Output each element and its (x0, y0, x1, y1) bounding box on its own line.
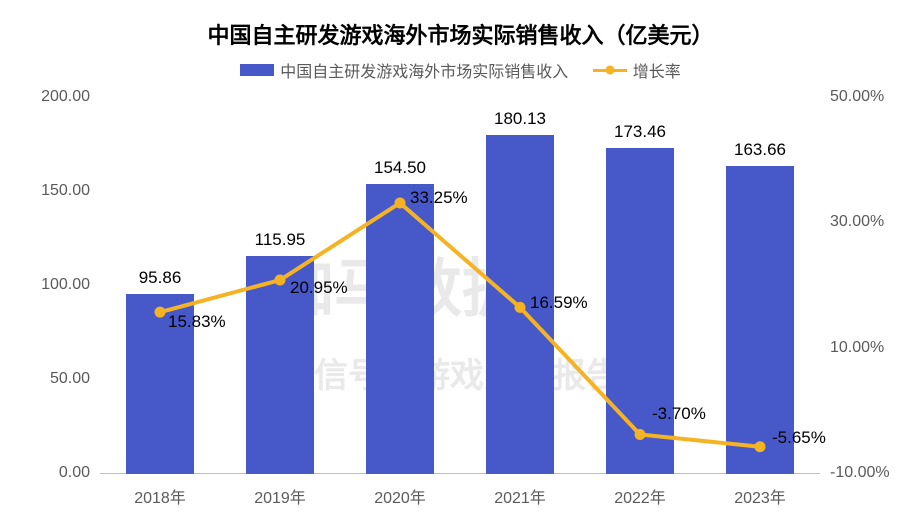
x-category-label: 2018年 (134, 484, 186, 508)
growth-marker (635, 429, 646, 440)
x-category-label: 2022年 (614, 484, 666, 508)
chart-legend: 中国自主研发游戏海外市场实际销售收入 增长率 (0, 58, 921, 82)
y-left-tick: 200.00 (41, 88, 90, 106)
x-category-label: 2019年 (254, 484, 306, 508)
growth-marker (515, 302, 526, 313)
legend-item-bar: 中国自主研发游戏海外市场实际销售收入 (240, 58, 568, 82)
growth-line-layer (100, 98, 820, 474)
x-category-label: 2020年 (374, 484, 426, 508)
growth-marker (275, 275, 286, 286)
legend-line-swatch (593, 64, 627, 76)
legend-bar-label: 中国自主研发游戏海外市场实际销售收入 (280, 58, 568, 82)
x-category-label: 2021年 (494, 484, 546, 508)
y-left-tick: 150.00 (41, 182, 90, 200)
revenue-chart: 中国自主研发游戏海外市场实际销售收入（亿美元） 中国自主研发游戏海外市场实际销售… (0, 0, 921, 531)
line-value-label: 20.95% (290, 278, 348, 298)
legend-bar-swatch (240, 64, 274, 76)
line-value-label: -5.65% (772, 428, 826, 448)
legend-item-line: 增长率 (593, 58, 681, 82)
y-right-tick: 50.00% (830, 88, 884, 106)
line-value-label: -3.70% (652, 404, 706, 424)
y-left-tick: 0.00 (59, 464, 90, 482)
line-value-label: 33.25% (410, 188, 468, 208)
growth-marker (155, 307, 166, 318)
y-left-tick: 100.00 (41, 276, 90, 294)
legend-line-label: 增长率 (633, 58, 681, 82)
x-category-label: 2023年 (734, 484, 786, 508)
y-right-tick: 30.00% (830, 213, 884, 231)
y-right-tick: -10.00% (830, 464, 890, 482)
growth-marker (755, 441, 766, 452)
y-right-tick: 10.00% (830, 339, 884, 357)
y-left-tick: 50.00 (50, 370, 90, 388)
line-value-label: 15.83% (168, 312, 226, 332)
line-value-label: 16.59% (530, 293, 588, 313)
chart-title: 中国自主研发游戏海外市场实际销售收入（亿美元） (0, 18, 921, 50)
growth-marker (395, 197, 406, 208)
plot-area: 伽马数据微信号：游戏产业报告0.0050.00100.00150.00200.0… (100, 98, 820, 474)
